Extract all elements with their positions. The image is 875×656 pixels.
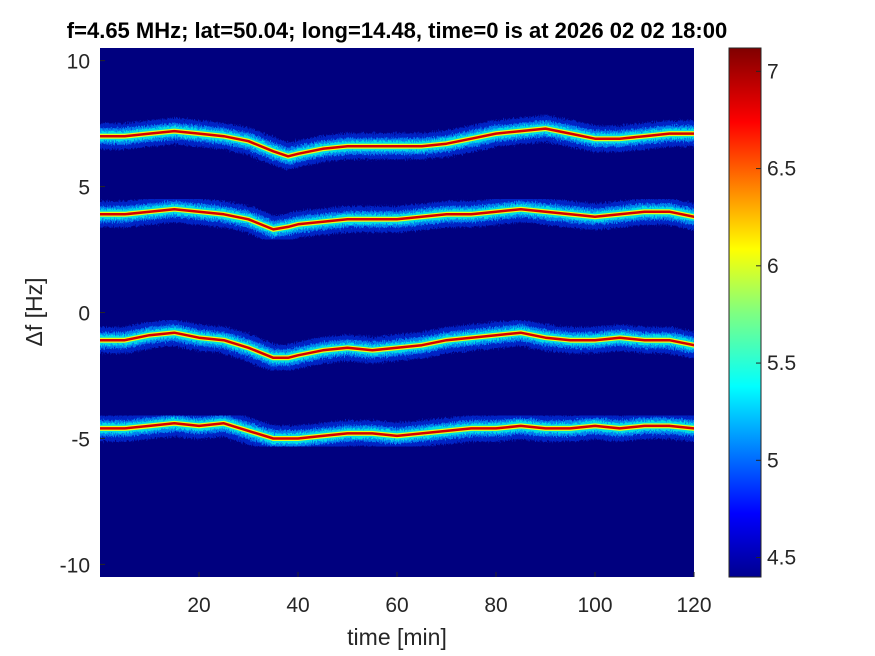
trace-3-band-5 [100, 331, 694, 360]
x-tick-label: 100 [577, 594, 612, 617]
trace-4 [100, 410, 694, 452]
trace-2-band-5 [100, 207, 694, 231]
colorbar-tick-label: 5.5 [767, 352, 796, 375]
trace-1-band-5 [100, 127, 694, 158]
colorbar-tick-label: 6.5 [767, 158, 796, 181]
x-tick-label: 60 [385, 594, 408, 617]
y-axis-label: Δf [Hz] [21, 277, 47, 346]
trace-4-band-5 [100, 422, 694, 440]
colorbar-tick-label: 5 [767, 449, 779, 472]
colorbar-tick-label: 6 [767, 255, 779, 278]
x-axis-label: time [min] [347, 624, 447, 650]
chart-title: f=4.65 MHz; lat=50.04; long=14.48, time=… [67, 18, 727, 43]
trace-1 [100, 115, 694, 170]
y-axis-ticks: 10 5 0 -5 -10 [60, 51, 105, 577]
x-tick-label: 20 [187, 594, 210, 617]
trace-2 [100, 196, 694, 243]
y-tick-label: -10 [60, 554, 90, 577]
colorbar-tick-label: 4.5 [767, 547, 796, 570]
trace-layer [100, 115, 694, 452]
y-tick-label: -5 [71, 428, 90, 451]
y-tick-label: 5 [78, 177, 90, 200]
y-tick-label: 10 [67, 51, 90, 74]
x-tick-label: 80 [484, 594, 507, 617]
x-axis-ticks: 20 40 60 80 100 120 [187, 572, 712, 617]
x-tick-label: 120 [676, 594, 711, 617]
colorbar-tick-label: 7 [767, 60, 779, 83]
y-tick-label: 0 [78, 303, 90, 326]
colorbar [728, 47, 762, 578]
x-tick-label: 40 [286, 594, 309, 617]
colorbar-ticks: 7 6.5 6 5.5 5 4.5 [756, 60, 796, 570]
trace-3 [100, 319, 694, 371]
